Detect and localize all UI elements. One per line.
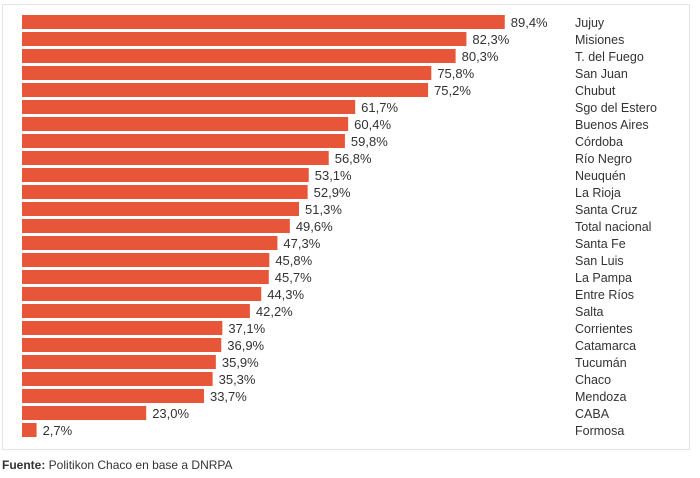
bar-córdoba (22, 134, 345, 148)
bar-san-luis (22, 253, 270, 267)
bar-la-pampa (22, 270, 269, 284)
value-label: 45,7% (275, 270, 312, 285)
value-label: 23,0% (152, 406, 189, 421)
value-label: 61,7% (361, 100, 398, 115)
bar-misiones (22, 32, 467, 46)
category-label: Neuquén (575, 169, 626, 183)
category-label: San Luis (575, 254, 624, 268)
bar-chubut (22, 83, 429, 97)
value-label: 45,8% (275, 253, 312, 268)
category-label: San Juan (575, 67, 628, 81)
value-label: 49,6% (296, 219, 333, 234)
value-label: 89,4% (511, 15, 548, 30)
bar-buenos-aires (22, 117, 349, 131)
value-label: 75,8% (437, 66, 474, 81)
category-label: Total nacional (575, 220, 651, 234)
bar-mendoza (22, 389, 204, 403)
value-label: 47,3% (283, 236, 320, 251)
bar-t-del-fuego (22, 49, 456, 63)
value-label: 35,3% (219, 372, 256, 387)
bar-la-rioja (22, 185, 308, 199)
category-label: T. del Fuego (575, 50, 644, 64)
bar-total-nacional (22, 219, 290, 233)
bar-formosa (22, 423, 37, 437)
bar-sgo-del-estero (22, 100, 356, 114)
source-label: Fuente: (2, 458, 46, 472)
category-label: Misiones (575, 33, 624, 47)
value-label: 33,7% (210, 389, 247, 404)
value-label: 35,9% (222, 355, 259, 370)
category-label: Chubut (575, 84, 616, 98)
category-label: CABA (575, 407, 610, 421)
category-label: Chaco (575, 373, 611, 387)
bar-salta (22, 304, 250, 318)
value-label: 52,9% (314, 185, 351, 200)
category-label: Jujuy (575, 16, 605, 30)
value-label: 56,8% (335, 151, 372, 166)
source-text: Politikon Chaco en base a DNRPA (45, 458, 233, 472)
category-label: Córdoba (575, 135, 623, 149)
category-label: Tucumán (575, 356, 627, 370)
value-label: 2,7% (43, 423, 73, 438)
bar-caba (22, 406, 147, 420)
category-label: Entre Ríos (575, 288, 634, 302)
source-note: Fuente: Politikon Chaco en base a DNRPA (2, 458, 233, 472)
value-label: 80,3% (462, 49, 499, 64)
bar-entre-ríos (22, 287, 262, 301)
bar-río-negro (22, 151, 329, 165)
category-label: Mendoza (575, 390, 626, 404)
bar-catamarca (22, 338, 222, 352)
bar-neuquén (22, 168, 309, 182)
bar-tucumán (22, 355, 216, 369)
value-label: 37,1% (228, 321, 265, 336)
bar-san-juan (22, 66, 432, 80)
bar-santa-fe (22, 236, 278, 250)
value-label: 42,2% (256, 304, 293, 319)
category-label: Salta (575, 305, 604, 319)
bar-chaco (22, 372, 213, 386)
value-label: 53,1% (315, 168, 352, 183)
value-label: 51,3% (305, 202, 342, 217)
category-label: Corrientes (575, 322, 633, 336)
bar-corrientes (22, 321, 223, 335)
value-label: 75,2% (434, 83, 471, 98)
value-label: 44,3% (267, 287, 304, 302)
category-label: Santa Fe (575, 237, 626, 251)
value-label: 59,8% (351, 134, 388, 149)
category-label: Catamarca (575, 339, 636, 353)
category-label: Buenos Aires (575, 118, 649, 132)
value-label: 82,3% (472, 32, 509, 47)
category-label: Río Negro (575, 152, 632, 166)
value-label: 60,4% (354, 117, 391, 132)
value-label: 36,9% (227, 338, 264, 353)
category-label: Sgo del Estero (575, 101, 657, 115)
category-label: Formosa (575, 424, 624, 438)
category-label: La Pampa (575, 271, 632, 285)
category-label: Santa Cruz (575, 203, 638, 217)
bar-jujuy (22, 15, 505, 29)
bar-santa-cruz (22, 202, 300, 216)
category-label: La Rioja (575, 186, 621, 200)
